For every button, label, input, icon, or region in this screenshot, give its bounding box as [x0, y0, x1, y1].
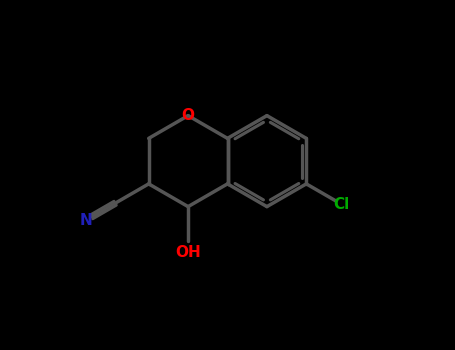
Text: Cl: Cl — [334, 197, 350, 212]
Text: OH: OH — [175, 245, 201, 260]
Text: N: N — [79, 213, 92, 228]
Text: O: O — [182, 108, 195, 123]
